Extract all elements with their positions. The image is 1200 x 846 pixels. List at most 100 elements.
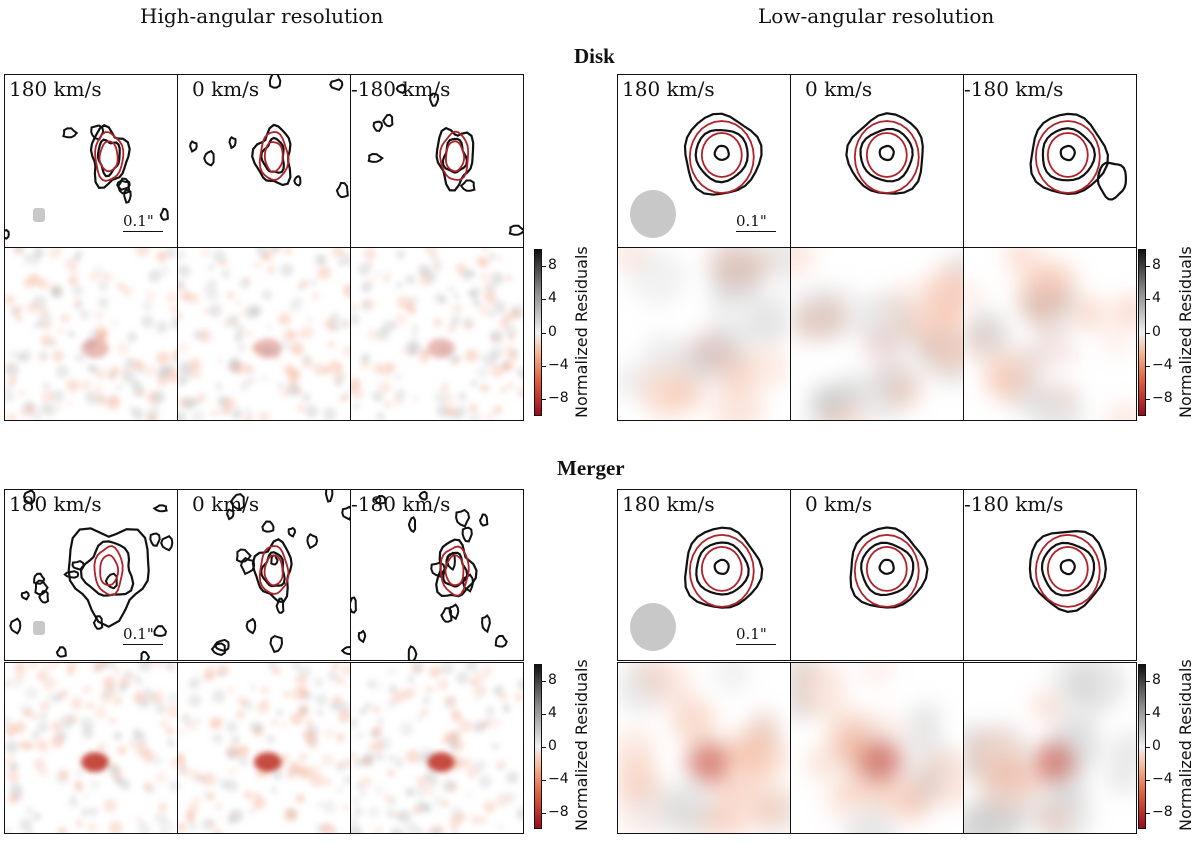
residual-blob: [465, 349, 478, 363]
residual-blob: [164, 726, 175, 736]
residual-blob: [284, 808, 298, 822]
residual-blob: [190, 679, 197, 686]
colorbar-label: Normalized Residuals: [572, 659, 591, 831]
residual-blob: [411, 323, 419, 332]
residual-blob: [451, 314, 461, 325]
noise-contour: [373, 494, 387, 505]
residual-blob: [493, 300, 507, 314]
noise-contour: [152, 504, 168, 513]
noise-contour: [395, 83, 407, 95]
residual-blob: [286, 379, 299, 392]
residual-blob: [146, 414, 156, 420]
residual-blob: [221, 269, 231, 279]
residual-blob: [420, 707, 429, 716]
panel-plot: [683, 112, 763, 196]
residual-blob: [178, 249, 187, 261]
residual-blob: [309, 765, 322, 777]
residual-blob: [305, 405, 318, 418]
model-contour: [99, 554, 120, 587]
residual-blob: [145, 784, 157, 795]
residual-blob: [465, 791, 472, 798]
data-contour: [845, 112, 924, 195]
colorbar-tickmark: [1146, 812, 1150, 814]
data-contour: [713, 144, 730, 162]
data-contour: [878, 558, 895, 575]
data-contour: [694, 128, 749, 184]
residual-blob: [374, 270, 382, 278]
residual-blob: [5, 681, 10, 689]
residual-blob: [483, 384, 491, 392]
residual-blob: [41, 663, 53, 675]
contour-panel-merger-high-1: 0 km/s: [177, 489, 351, 661]
residual-blob: [499, 386, 507, 394]
residual-blob: [159, 366, 171, 377]
velocity-label: -180 km/s: [964, 492, 1064, 516]
noise-contour: [407, 645, 418, 660]
residual-blob: [209, 304, 222, 318]
data-contour: [1040, 541, 1096, 597]
noise-contour: [448, 603, 460, 621]
residual-blob: [399, 722, 414, 736]
residual-blob: [483, 800, 496, 814]
data-contour: [67, 527, 150, 628]
residual-blob: [181, 767, 188, 774]
panel-plot: [845, 112, 924, 195]
residual-blob: [37, 721, 49, 733]
residual-blob: [20, 350, 32, 362]
residual-blob: [387, 754, 396, 763]
residual-blob: [18, 389, 27, 398]
residual-blob: [490, 364, 505, 378]
panel-plot: [618, 248, 790, 420]
residual-blob: [202, 772, 217, 787]
residual-blob: [231, 735, 240, 745]
residual-blob: [382, 793, 394, 804]
residual-blob: [164, 248, 177, 259]
residual-blob: [496, 762, 505, 770]
residual-blob: [233, 332, 244, 343]
residual-blob: [188, 292, 200, 304]
residual-blob: [464, 663, 479, 673]
residual-blob: [191, 409, 205, 420]
residual-blob: [480, 817, 488, 824]
residual-blob: [462, 316, 475, 328]
residual-blob: [331, 663, 340, 670]
residual-blob: [351, 816, 359, 826]
residual-blob: [278, 312, 291, 326]
residual-blob: [226, 291, 235, 300]
contour-panel-merger-low-2: -180 km/s: [963, 489, 1137, 661]
residual-blob: [337, 709, 350, 724]
colorbar-tickmark: [542, 680, 546, 682]
residual-blob: [405, 821, 419, 833]
residual-blob: [301, 393, 311, 402]
residual-blob: [351, 752, 357, 760]
residual-blob: [189, 397, 199, 407]
colorbar-tick-label: 8: [548, 256, 557, 273]
residual-blob: [230, 316, 238, 324]
residual-blob: [117, 745, 127, 756]
residual-blob: [351, 313, 361, 326]
residual-blob: [361, 753, 375, 766]
residual-blob: [211, 410, 218, 417]
residual-blob: [392, 394, 405, 407]
residual-core: [1031, 326, 1076, 371]
residual-blob: [213, 716, 226, 729]
residual-blob: [122, 286, 133, 297]
colorbar-tickmark: [1146, 265, 1150, 267]
residual-blob: [425, 828, 436, 833]
residual-blob: [306, 724, 320, 738]
residual-blob: [5, 715, 12, 726]
noise-contour: [116, 177, 131, 195]
model-contour: [1046, 132, 1089, 178]
residual-blob: [48, 248, 61, 260]
residual-blob: [289, 712, 303, 726]
residual-blob: [373, 826, 384, 833]
residual-blob: [495, 255, 503, 263]
colorbar-tick-label: 8: [548, 671, 557, 688]
residual-blob: [444, 695, 456, 707]
residual-blob: [336, 732, 345, 741]
residual-blob: [1019, 287, 1050, 318]
residual-blob: [351, 796, 362, 807]
residual-blob: [252, 796, 266, 810]
noise-contour: [55, 646, 67, 658]
residual-blob: [406, 674, 415, 684]
